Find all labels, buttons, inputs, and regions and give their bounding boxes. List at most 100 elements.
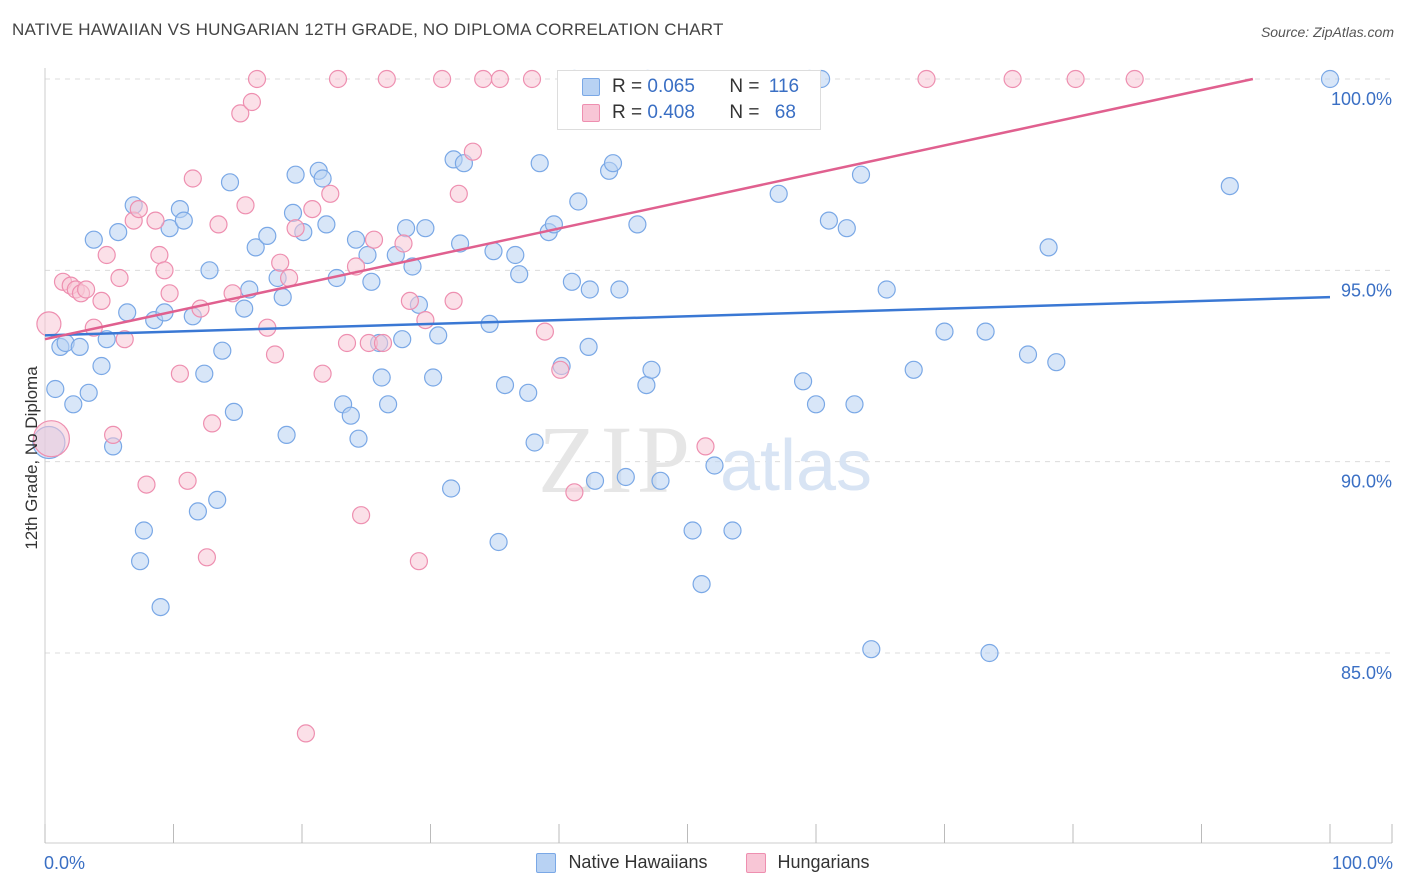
y-tick-labels: 100.0% 95.0% 90.0% 85.0% [1331,89,1392,683]
chart-source: Source: ZipAtlas.com [1260,24,1394,40]
native-hawaiians-point [637,376,656,395]
native-hawaiians-point [793,372,813,391]
native-hawaiians-point [358,245,377,265]
stats-n-label: N = [729,76,760,97]
watermark: ZIP atlas [538,406,872,513]
native-hawaiians-point [118,303,137,322]
stats-n-value: 68 [774,102,796,123]
hungarians-point [416,311,435,330]
native-hawaiians-point [705,456,724,475]
native-hawaiians-point [195,364,214,383]
native-hawaiians-point [580,280,599,299]
native-hawaiians-point [851,165,871,184]
native-hawaiians-point [442,479,461,498]
native-hawaiians-point [1039,238,1058,257]
hungarians-point [183,169,202,188]
hungarians-point [296,724,315,743]
native-hawaiians-point [200,261,219,280]
hungarians-point [103,425,123,444]
native-hawaiians-point [131,552,150,571]
native-hawaiians-point [372,368,391,387]
native-hawaiians-point [530,154,549,173]
hungarians-point [474,69,493,89]
native-hawaiians-point [1018,345,1038,364]
stats-swatch-native-hawaiians [582,78,600,96]
native-hawaiians-point [877,280,896,299]
gridlines [45,78,1392,654]
hungarians-point [150,245,169,265]
hungarians-point [364,230,384,249]
native-hawaiians-point [174,211,193,230]
stats-legend: R = 0.065 N = 116 R = 0.408 N = 68 [557,70,821,130]
native-hawaiians-point [246,238,265,257]
x-tick-label-min: 0.0% [44,853,85,873]
native-hawaiians-point [628,215,647,234]
y-tick-label: 95.0% [1341,280,1392,300]
native-hawaiians-point [683,521,702,540]
native-hawaiians-point [403,257,422,276]
native-hawaiians-point [525,433,544,452]
legend-swatch-hungarians [745,852,766,873]
x-tick-labels: 0.0% 100.0% [44,853,1393,873]
hungarians-point [394,234,413,253]
x-tick-label-max: 100.0% [1332,853,1393,873]
native-hawaiians-trend-line [44,295,1331,337]
native-hawaiians-point [188,502,207,521]
trend-lines [44,77,1331,341]
native-hawaiians-point [220,173,240,192]
hungarians-point [551,360,570,379]
hungarians-point [337,333,357,353]
native-hawaiians-point [70,337,89,356]
hungarians-point [409,552,428,571]
native-hawaiians-point [723,521,742,540]
hungarians-point [97,245,116,265]
hungarians-point [377,69,396,89]
hungarians-point [110,268,129,288]
native-hawaiians-point [283,203,303,222]
native-hawaiians-point [935,322,954,341]
hungarians-point [328,69,348,89]
native-hawaiians-point [510,265,529,284]
native-hawaiians-point [393,330,412,349]
data-points [32,69,1340,743]
native-hawaiians-point [313,169,332,188]
hungarians-point [236,196,255,215]
y-tick-label: 85.0% [1341,663,1392,683]
hungarians-point [352,506,371,525]
stats-n-value: 116 [768,76,800,97]
native-hawaiians-point [213,341,232,360]
native-hawaiians-point [317,215,336,234]
hungarians-point [373,333,393,353]
native-hawaiians-point [235,299,254,318]
hungarians-point [444,291,463,310]
native-hawaiians-point [845,395,864,414]
hungarians-point [271,253,290,272]
hungarians-point [696,437,715,456]
legend-item-native-hawaiians: Native Hawaiians [536,852,708,873]
hungarians-point [400,291,419,310]
stats-r-label: R = [612,76,643,97]
native-hawaiians-point [160,219,179,238]
stats-n-label: N = [729,102,760,123]
native-hawaiians-point [519,383,538,402]
hungarians-point [36,311,62,337]
hungarians-point [92,291,111,310]
stats-row-native-hawaiians: R = 0.065 N = 116 [582,75,799,99]
hungarians-point [155,261,174,280]
y-axis-label: 12th Grade, No Diploma [22,366,41,550]
native-hawaiians-point [424,368,443,387]
native-hawaiians-point [904,360,923,379]
native-hawaiians-point [806,395,826,414]
native-hawaiians-point [837,219,856,238]
hungarians-point [178,471,197,490]
native-hawaiians-point [397,219,416,238]
hungarians-point [146,211,165,230]
hungarians-trend-line [44,77,1254,341]
hungarians-point [170,364,189,383]
hungarians-point [565,483,584,502]
native-hawaiians-point [862,640,881,659]
stats-swatch-hungarians [582,104,600,122]
native-hawaiians-point [346,230,366,249]
native-hawaiians-point [286,165,305,184]
